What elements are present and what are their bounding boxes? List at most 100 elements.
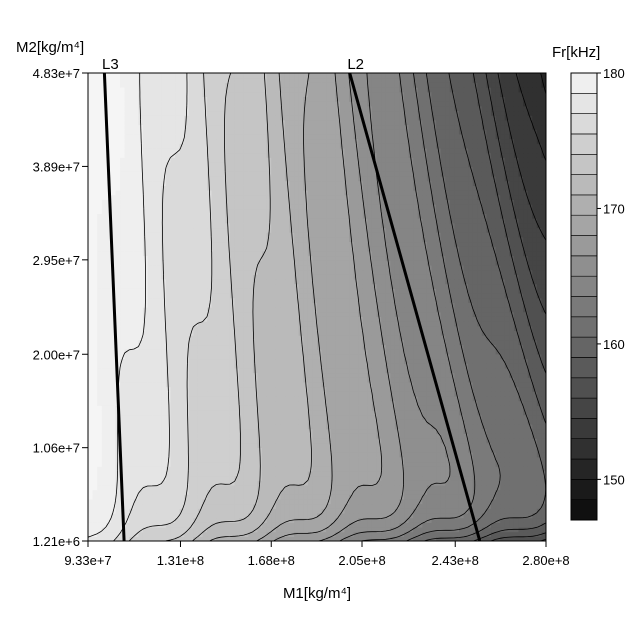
contour-cell [426, 480, 433, 486]
contour-cell [458, 335, 465, 341]
contour-cell [229, 395, 236, 402]
contour-cell [129, 321, 135, 327]
contour-cell [280, 335, 286, 341]
contour-cell [175, 349, 181, 355]
contour-cell [225, 456, 231, 463]
contour-cell [262, 358, 268, 364]
contour-cell [179, 424, 185, 430]
contour-cell [129, 484, 135, 491]
contour-cell [321, 367, 327, 374]
contour-cell [330, 452, 336, 458]
contour-cell [463, 433, 469, 439]
contour-cell [491, 466, 497, 472]
contour-cell [426, 475, 433, 481]
contour-cell [376, 339, 382, 346]
contour-cell [211, 466, 217, 472]
contour-cell [193, 489, 199, 495]
contour-cell [339, 316, 346, 322]
contour-cell [468, 489, 474, 495]
contour-cell [184, 414, 190, 420]
contour-cell [491, 512, 497, 519]
contour-cell [97, 489, 103, 495]
contour-cell [252, 325, 259, 331]
contour-cell [518, 325, 524, 331]
contour-cell [307, 498, 314, 505]
contour-cell [532, 456, 538, 463]
contour-cell [339, 438, 346, 444]
contour-cell [422, 480, 428, 486]
contour-cell [147, 433, 153, 439]
contour-cell [385, 307, 391, 313]
contour-cell [184, 447, 190, 453]
contour-cell [179, 531, 185, 537]
contour-cell [394, 395, 401, 402]
contour-cell [147, 344, 153, 350]
contour-cell [216, 395, 222, 402]
contour-cell [294, 372, 300, 378]
contour-cell [326, 494, 332, 500]
contour-cell [142, 442, 149, 448]
contour-cell [495, 419, 501, 425]
contour-cell [495, 494, 501, 500]
contour-cell [312, 452, 318, 458]
contour-cell [495, 461, 501, 467]
contour-cell [142, 428, 149, 434]
contour-cell [344, 452, 350, 458]
contour-cell [289, 447, 295, 453]
contour-cell [523, 466, 529, 472]
contour-cell [394, 367, 401, 374]
contour-cell [262, 512, 268, 519]
contour-cell [344, 321, 350, 327]
contour-cell [294, 466, 300, 472]
contour-cell [252, 414, 259, 420]
contour-cell [152, 363, 158, 369]
contour-cell [284, 414, 291, 420]
contour-cell [513, 447, 520, 453]
contour-cell [124, 531, 130, 537]
contour-cell [266, 325, 272, 331]
contour-cell [436, 424, 442, 430]
contour-cell [477, 321, 483, 327]
contour-cell [110, 536, 117, 541]
contour-cell [147, 335, 153, 341]
contour-cell [92, 405, 98, 411]
contour-cell [216, 512, 222, 519]
contour-cell [170, 475, 176, 481]
contour-cell [349, 311, 355, 317]
contour-cell [321, 466, 327, 472]
contour-cell [216, 405, 222, 411]
contour-cell [371, 470, 378, 477]
contour-cell [358, 339, 364, 346]
contour-cell [161, 508, 167, 514]
contour-cell [376, 480, 382, 486]
contour-cell [509, 335, 515, 341]
contour-cell [220, 321, 226, 327]
contour-cell [147, 414, 153, 420]
contour-cell [500, 381, 506, 388]
contour-cell [394, 419, 401, 425]
contour-cell [88, 480, 94, 486]
contour-cell [280, 503, 286, 509]
contour-cell [152, 508, 158, 514]
contour-cell [426, 489, 433, 495]
contour-cell [280, 419, 286, 425]
contour-cell [147, 409, 153, 416]
contour-cell [234, 405, 240, 411]
contour-cell [165, 433, 172, 439]
contour-cell [385, 414, 391, 420]
contour-cell [335, 503, 341, 509]
contour-cell [408, 494, 414, 500]
contour-cell [504, 330, 510, 336]
contour-cell [161, 452, 167, 458]
contour-cell [454, 498, 460, 505]
contour-cell [335, 414, 341, 420]
contour-cell [303, 452, 309, 458]
contour-cell [156, 409, 162, 416]
contour-cell [106, 512, 112, 519]
contour-cell [133, 419, 139, 425]
contour-cell [371, 335, 378, 341]
contour-cell [339, 367, 346, 374]
contour-cell [184, 400, 190, 406]
contour-cell [211, 339, 217, 346]
contour-cell [376, 414, 382, 420]
